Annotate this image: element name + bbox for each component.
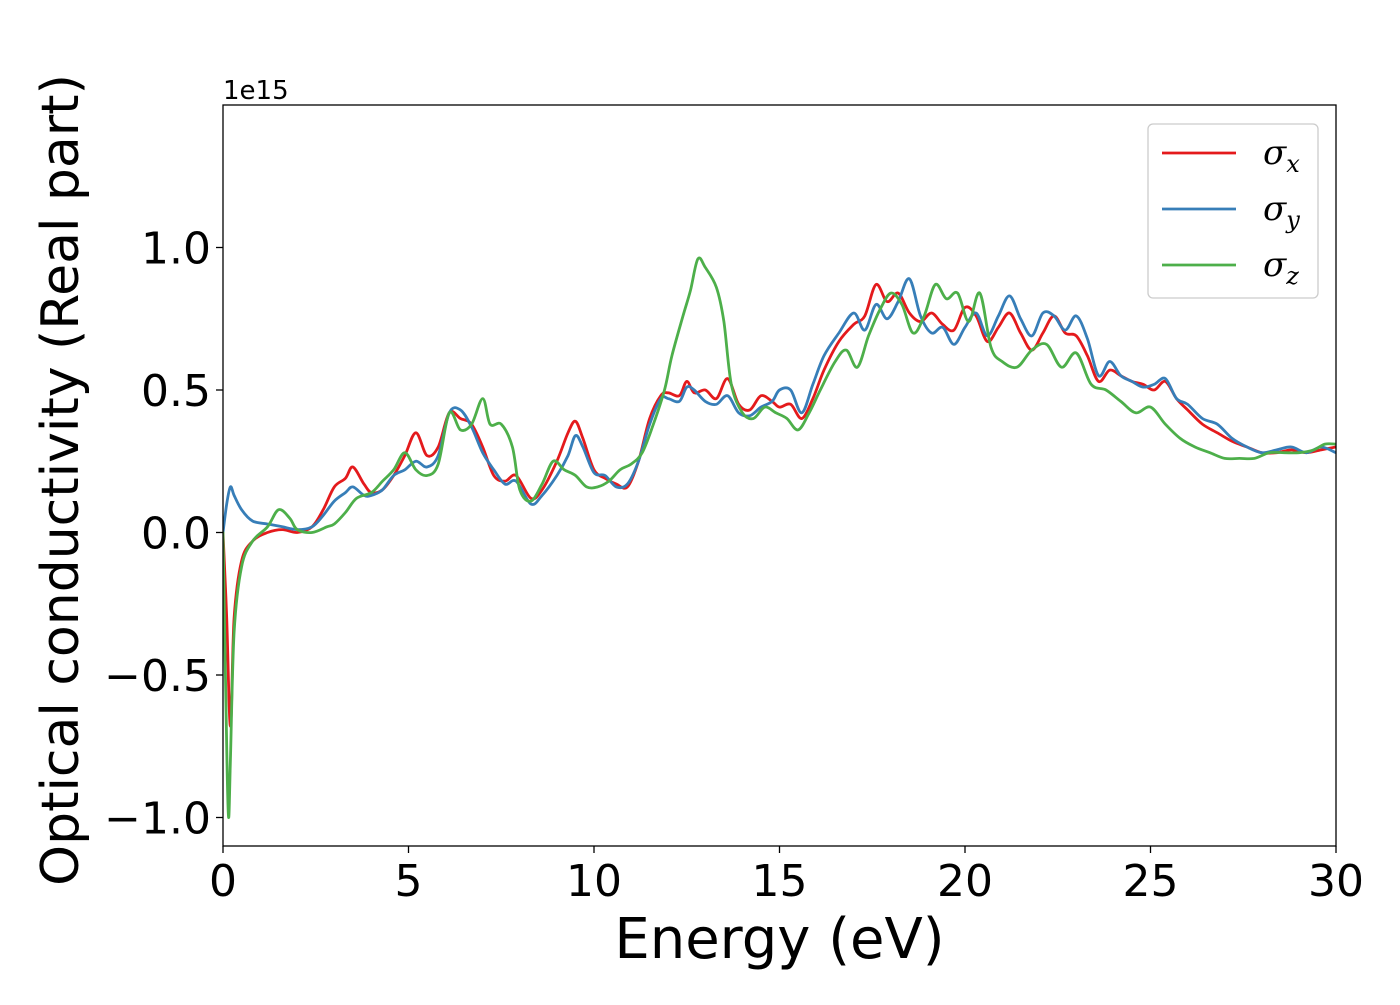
- axis-offset-label: 1e15: [223, 76, 289, 106]
- legend-box: [1147, 123, 1319, 299]
- y-tick-label: 0.0: [141, 509, 211, 560]
- x-tick-label: 20: [937, 856, 993, 907]
- legend-symbol: σ: [1263, 245, 1287, 285]
- legend-label-sigma-y: σy: [1263, 189, 1300, 234]
- y-tick-label: −1.0: [104, 794, 211, 845]
- legend-subscript: z: [1285, 262, 1299, 290]
- series-layer: [223, 256, 1336, 819]
- series-line-sigma-z: [223, 256, 1336, 819]
- legend-symbol: σ: [1263, 189, 1287, 229]
- x-tick-label: 30: [1308, 856, 1364, 907]
- y-tick-label: −0.5: [104, 651, 211, 702]
- x-axis: 0 5 10 15 20 25 30: [209, 846, 1364, 907]
- x-tick-label: 0: [209, 856, 237, 907]
- x-tick-label: 25: [1123, 856, 1179, 907]
- series-line-sigma-y: [223, 277, 1336, 534]
- y-tick-label: 1.0: [141, 224, 211, 275]
- legend-subscript: x: [1286, 150, 1300, 178]
- x-tick-label: 10: [566, 856, 622, 907]
- y-tick-label: 0.5: [141, 366, 211, 417]
- legend-label-sigma-x: σx: [1263, 133, 1300, 178]
- legend-symbol: σ: [1263, 133, 1287, 173]
- y-axis-label: Optical conductivity (Real part): [31, 74, 91, 886]
- series-line-sigma-x: [223, 283, 1336, 728]
- x-tick-label: 5: [395, 856, 423, 907]
- y-axis: −1.0 −0.5 0.0 0.5 1.0: [104, 224, 223, 845]
- legend-label-sigma-z: σz: [1263, 245, 1299, 290]
- x-tick-label: 15: [752, 856, 808, 907]
- x-axis-label: Energy (eV): [614, 907, 944, 972]
- legend-subscript: y: [1285, 206, 1300, 234]
